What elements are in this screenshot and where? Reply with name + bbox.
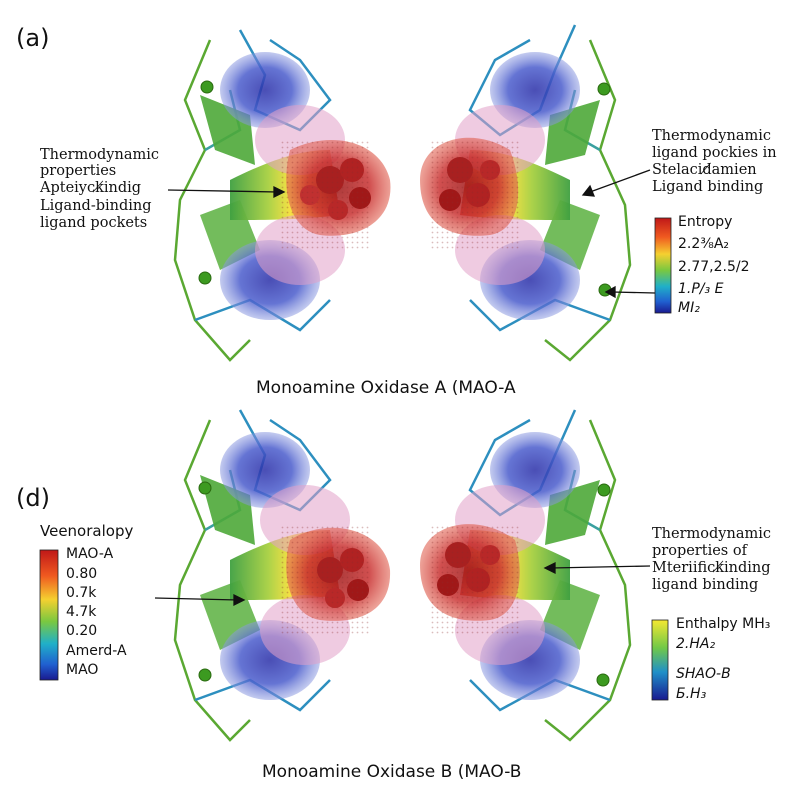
entropy-colorbar xyxy=(654,217,672,314)
colorbar-title: Entropy xyxy=(678,214,733,230)
mao-b-right-molecule xyxy=(420,409,632,742)
annotation-line: Ligand binding xyxy=(652,179,764,195)
panel-d-label: (d) xyxy=(16,484,50,512)
arrow-top-right-colorbar-head xyxy=(604,285,616,299)
annotation-line: ligand pockets xyxy=(40,215,148,231)
annotation-line: ligand pockies in xyxy=(652,145,777,161)
annotation-line: Thermodynamic xyxy=(652,526,771,542)
annotation-line: Stelacid̸amien xyxy=(652,162,757,178)
arrow-top-left xyxy=(167,189,279,193)
arrow-bottom-left xyxy=(154,597,239,601)
annotation-line: Thermodynamic xyxy=(652,128,771,144)
colorbar-tick: Amerd-A xyxy=(66,643,127,659)
colorbar-tick: MI₂ xyxy=(678,300,700,316)
colorbar-tick: 1.P/₃ E xyxy=(678,281,724,297)
colorbar-tick: 0.20 xyxy=(66,623,98,639)
veenoralopy-colorbar xyxy=(39,549,59,681)
colorbar-tick: 0.7k xyxy=(66,585,97,601)
annotation-line: Thermodynamic xyxy=(40,147,159,163)
colorbar-tick: 0.80 xyxy=(66,566,98,582)
arrow-bottom-right xyxy=(550,565,651,569)
annotation-line: Mteriifick̸inding xyxy=(652,560,771,576)
annotation-line: properties xyxy=(40,163,117,179)
panel-a-caption: Monoamine Oxidase A (MAO-A xyxy=(256,378,516,398)
arrow-bottom-right-head xyxy=(543,561,556,575)
annotation-line: Ligand-binding xyxy=(40,198,152,214)
annotation-line: properties of xyxy=(652,543,747,559)
colorbar-tick: SHAO-B xyxy=(676,666,731,682)
panel-a-label: (a) xyxy=(16,24,50,52)
colorbar-tick: MAO xyxy=(66,662,99,678)
colorbar-tick: 4.7k xyxy=(66,604,97,620)
colorbar-tick: Enthalpy MH₃ xyxy=(676,616,771,632)
annotation-line: Apteiyck̸indig xyxy=(40,180,142,196)
arrow-bottom-left-head xyxy=(233,593,246,607)
annotation-arrows xyxy=(154,169,656,607)
mao-a-left-molecule xyxy=(173,29,391,362)
mao-b-left-molecule xyxy=(173,409,391,742)
panel-d-caption: Monoamine Oxidase B (MAO-B xyxy=(262,762,522,782)
colorbar-tick: 2.HA₂ xyxy=(676,636,716,652)
annotation-line: ligand binding xyxy=(652,577,759,593)
arrow-top-left-head xyxy=(273,185,286,199)
colorbar-tick: 2.77,2.5/2 xyxy=(678,259,750,275)
colorbar-tick: 2.2⅜A₂ xyxy=(678,236,730,252)
colorbar-title: Veenoralopy xyxy=(40,522,134,540)
mao-a-right-molecule xyxy=(420,24,632,362)
enthalpy-colorbar xyxy=(651,619,669,701)
colorbar-tick: MAO-A xyxy=(66,546,114,562)
colorbar-tick: Б.H₃ xyxy=(676,686,707,702)
arrow-top-right-colorbar xyxy=(611,291,656,294)
arrow-top-right xyxy=(589,169,651,193)
arrow-top-right-head xyxy=(581,184,595,197)
